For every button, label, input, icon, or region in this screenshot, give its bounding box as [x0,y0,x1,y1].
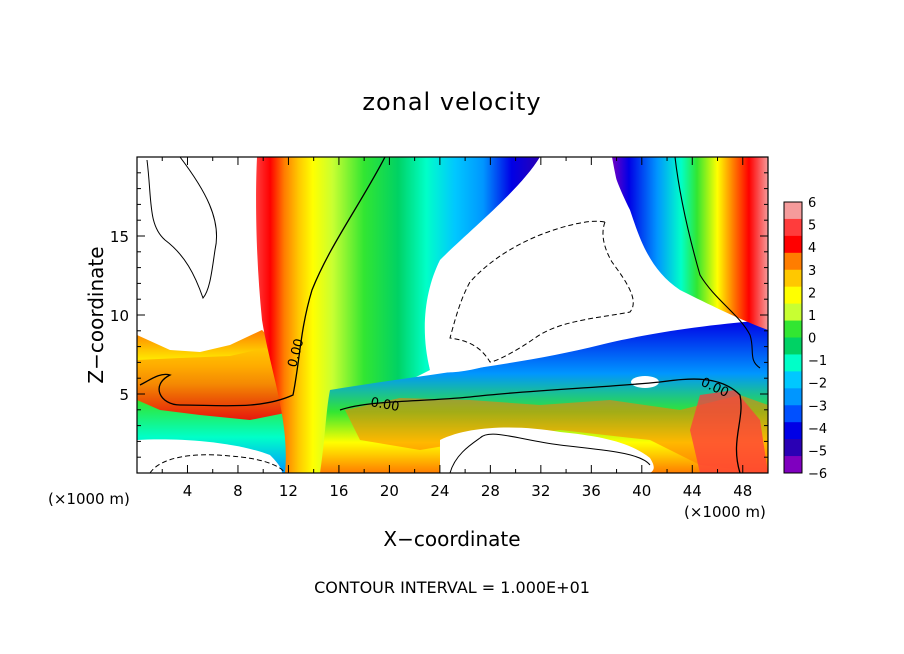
x-tick-label: 4 [183,482,193,500]
colorbar-tick-label: 2 [808,286,816,301]
x-tick-label: 24 [430,482,449,500]
colorbar-tick-label: 0 [808,332,816,347]
contour-label: 0.00 [369,395,400,415]
x-tick-label: 40 [632,482,651,500]
colorbar-swatch [784,439,802,457]
colorbar-swatch [784,354,802,372]
colorbar-swatch [784,320,802,338]
contour-label: 0.00 [285,337,307,369]
colorbar-tick-label: −5 [808,444,827,459]
x-tick-label: 48 [733,482,752,500]
x-unit-right: (×1000 m) [684,503,766,521]
colorbar-swatch [784,422,802,440]
x-tick-label: 36 [582,482,601,500]
x-tick-label: 8 [233,482,243,500]
colorbar-swatch [784,405,802,423]
colorbar-swatch [784,235,802,254]
colorbar-tick-label: −2 [808,377,827,392]
colorbar-tick-label: 3 [808,264,816,279]
colorbar-swatch [784,303,802,322]
y-tick-label: 10 [110,307,129,325]
colorbar-swatch [784,456,802,474]
contour-interval-note: CONTOUR INTERVAL = 1.000E+01 [314,578,590,597]
y-axis-label: Z−coordinate [84,246,108,384]
x-unit-left: (×1000 m) [48,490,130,508]
x-tick-label: 20 [380,482,399,500]
colorbar-swatch [784,388,802,406]
colorbar-tick-label: 1 [808,309,816,324]
chart-title: zonal velocity [362,88,542,116]
y-tick-label: 15 [110,228,129,246]
x-tick-label: 12 [279,482,298,500]
colorbar-swatch [784,337,802,355]
x-tick-label: 32 [531,482,550,500]
colorbar-swatch [784,218,802,237]
axis-ticks [137,157,768,473]
heatmap-field [137,157,768,473]
y-tick-label: 5 [119,386,129,404]
colorbar-swatch [784,202,802,220]
colorbar-swatch [784,252,802,271]
colorbar-swatch [784,286,802,305]
colorbar-swatch [784,269,802,288]
x-tick-label: 16 [329,482,348,500]
x-tick-label: 28 [481,482,500,500]
colorbar-tick-label: −6 [808,467,827,482]
x-axis-label: X−coordinate [383,527,521,551]
colorbar-tick-label: 4 [808,241,816,256]
colorbar-tick-label: 5 [808,219,816,234]
colorbar: 6 5 4 3 2 1 0 −1 −2 −3 −4 −5 −6 [783,196,827,482]
x-tick-label: 44 [683,482,702,500]
colorbar-swatch [784,371,802,389]
colorbar-tick-label: 6 [808,196,816,211]
colorbar-tick-label: −4 [808,422,827,437]
colorbar-tick-label: −3 [808,399,827,414]
colorbar-tick-label: −1 [808,354,827,369]
